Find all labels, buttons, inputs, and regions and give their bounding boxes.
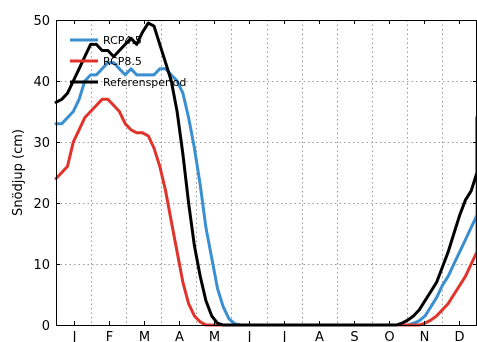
y-axis-label: Snödjup (cm) (11, 129, 26, 216)
series-lines (54, 21, 477, 327)
x-tick-label: M (209, 330, 220, 342)
y-tick-label: 50 (33, 14, 50, 29)
x-tick-label: J (282, 330, 287, 342)
legend-label: RCP4.5 (103, 34, 142, 47)
grid (56, 20, 477, 325)
x-tick-label: A (315, 330, 324, 342)
y-tick-label: 10 (33, 258, 50, 273)
x-tick-label: J (247, 330, 252, 342)
x-tick-label: N (420, 330, 430, 342)
x-tick-label: F (106, 330, 113, 342)
legend-label: RCP8.5 (103, 55, 142, 68)
y-tick-label: 20 (33, 197, 50, 212)
series-line-rcp8-5 (54, 97, 477, 327)
y-tick-label: 40 (33, 75, 50, 90)
x-tick-label: J (72, 330, 77, 342)
x-tick-label: A (175, 330, 184, 342)
series-line-rcp4-5 (54, 61, 477, 327)
y-tick-label: 30 (33, 136, 50, 151)
y-tick-labels: 0 10 20 30 40 50 (33, 14, 50, 334)
legend: RCP4.5 RCP8.5 Referensperiod (70, 34, 186, 89)
x-tick-label: D (454, 330, 464, 342)
legend-label: Referensperiod (103, 76, 186, 89)
axis-ticks (56, 20, 477, 326)
y-tick-label: 0 (42, 319, 50, 334)
x-tick-label: O (384, 330, 394, 342)
x-tick-label: M (139, 330, 150, 342)
x-tick-label: S (350, 330, 358, 342)
